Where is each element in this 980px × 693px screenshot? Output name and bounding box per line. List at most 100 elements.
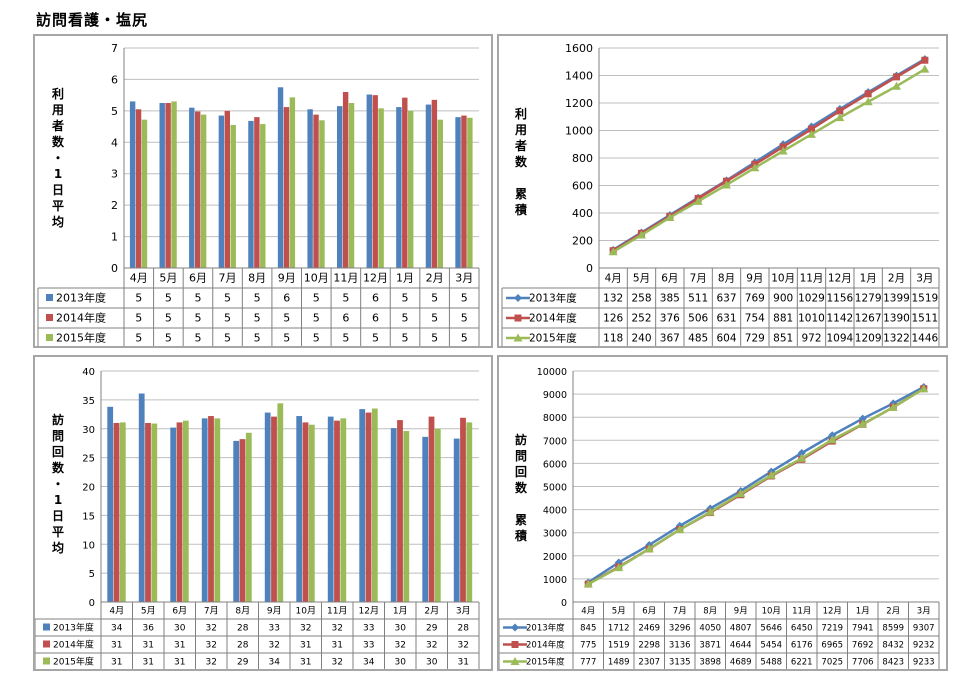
bar: [260, 124, 266, 268]
bar: [372, 95, 378, 268]
data-label: 5: [313, 332, 320, 345]
y-axis-label-char: 訪: [51, 413, 64, 427]
bar: [319, 120, 325, 269]
bar: [348, 103, 355, 268]
bar-series-0: [107, 393, 460, 602]
y-axis-label-char: 用: [51, 103, 64, 117]
bar: [327, 416, 334, 602]
y-tick-label: 8000: [543, 413, 567, 424]
data-label: 5: [135, 292, 142, 305]
bar: [313, 114, 319, 268]
legend-key-0: [46, 294, 53, 301]
bar-series-1: [113, 412, 466, 602]
data-label: 28: [458, 624, 470, 634]
legend-label-2: 2015年度: [529, 332, 577, 345]
data-label: 5: [224, 312, 231, 325]
series-line: [587, 387, 925, 586]
data-label: 7025: [821, 658, 843, 668]
chart-panel-users-cumulative: 利用者数 累積 0 200 400 600 800 1000 1200 1400 1600 4月 5…: [497, 34, 948, 348]
data-label: 33: [363, 641, 374, 651]
y-axis-label-char: 回: [51, 445, 64, 459]
gridlines: 0 200 400 600 800 1000 1200 1400 1600: [565, 42, 939, 275]
bar: [145, 422, 151, 602]
data-label: 31: [332, 641, 343, 651]
bar: [200, 114, 207, 268]
point-marker-6: [778, 146, 788, 155]
y-tick-label: 1000: [543, 575, 567, 586]
y-axis-label-char: 均: [51, 541, 64, 555]
y-axis-label-char: ・: [51, 151, 64, 165]
data-label: 30: [426, 658, 438, 668]
data-label: 5: [224, 292, 231, 305]
bar: [397, 420, 403, 602]
data-label: 5646: [760, 624, 782, 634]
data-label: 2307: [638, 658, 660, 668]
bar: [302, 422, 309, 602]
data-label: 36: [143, 624, 155, 634]
y-axis-label-char: 積: [514, 529, 527, 543]
x-tick-label: 12月: [359, 606, 379, 617]
bar: [396, 107, 402, 268]
legend-key-2: [43, 657, 50, 665]
point-marker-11: [920, 64, 930, 73]
data-label: 31: [143, 658, 154, 668]
bar: [378, 108, 384, 268]
data-label: 3898: [699, 658, 721, 668]
y-tick-label: 7: [111, 42, 118, 55]
bar: [365, 412, 372, 602]
point-marker-legend-2: [513, 333, 523, 342]
x-tick-label: 4月: [581, 607, 595, 617]
page-title: 訪問看護・塩尻: [36, 11, 149, 29]
x-tick-label: 11月: [327, 606, 347, 617]
data-label: 9307: [913, 624, 935, 634]
data-label: 8423: [882, 658, 904, 668]
bar: [182, 420, 189, 602]
data-label: 9232: [913, 641, 935, 651]
bar: [289, 97, 296, 268]
data-label: 31: [300, 658, 311, 668]
data-label: 5: [135, 312, 142, 325]
data-label: 385: [660, 293, 680, 305]
data-label: 6176: [791, 641, 813, 651]
series-line: [612, 68, 926, 253]
data-label: 845: [580, 624, 596, 634]
data-label: 972: [801, 333, 821, 345]
data-label: 769: [745, 293, 765, 305]
y-axis-label-char: 平: [51, 199, 64, 213]
data-label: 4689: [730, 658, 752, 668]
data-label: 5: [402, 332, 409, 345]
data-label: 7706: [852, 658, 874, 668]
y-axis-label-char: 均: [51, 215, 64, 229]
point-marker-0: [583, 579, 593, 588]
data-label: 33: [269, 624, 280, 634]
point-marker-7: [808, 125, 815, 133]
data-label: 1094: [826, 333, 853, 345]
data-label: 1010: [798, 313, 825, 325]
data-label: 29: [426, 624, 438, 634]
bar: [135, 109, 142, 269]
x-tick-label: 8月: [703, 607, 717, 617]
data-label: 252: [631, 313, 651, 325]
bar: [296, 416, 303, 602]
chart-visits-cumulative: 0 1000 2000 3000 4000 5000 6000 7000 8000 9000 100…: [499, 367, 940, 669]
point-marker-1: [637, 230, 646, 239]
data-label: 5: [431, 312, 438, 325]
x-tick-label: 1月: [393, 606, 408, 617]
data-label: 32: [269, 641, 280, 651]
y-tick-label: 6000: [543, 459, 567, 470]
bar: [431, 99, 438, 268]
data-label: 5: [135, 332, 142, 345]
data-label: 126: [603, 313, 623, 325]
x-tick-label: 3月: [455, 272, 473, 285]
y-tick-label: 1600: [565, 42, 593, 55]
bar: [176, 422, 183, 602]
data-label: 367: [660, 333, 680, 345]
data-label: 4807: [730, 624, 752, 634]
bar: [151, 423, 158, 602]
data-label: 6: [342, 312, 349, 325]
data-label: 32: [395, 641, 406, 651]
y-axis-label-char: 利: [51, 87, 64, 101]
bar: [371, 408, 378, 602]
data-label: 32: [300, 624, 311, 634]
bar: [403, 431, 410, 602]
